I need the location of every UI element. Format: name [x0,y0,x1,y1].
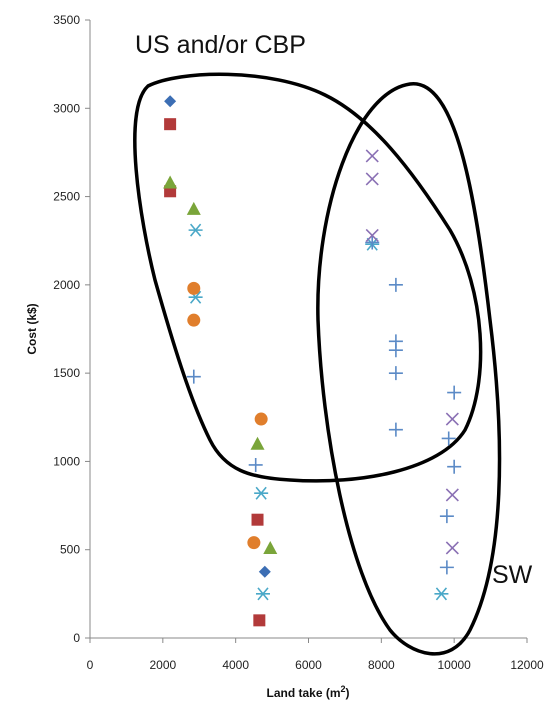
point-triangle [163,175,178,189]
point-asterisk [255,587,270,601]
y-tick-label: 1000 [53,454,80,468]
axes: 0 500 1000 1500 2000 2500 3000 3500 0 2000 4000 600… [53,13,544,672]
annotation-sw: SW [492,561,533,589]
point-diamond [164,95,177,108]
point-plus [186,369,201,384]
point-square [253,614,266,627]
y-tick-label: 500 [60,543,80,557]
y-tick-label: 3500 [53,13,80,27]
point-square [251,513,264,526]
point-cross [445,541,459,555]
y-tick-label: 2000 [53,278,80,292]
x-tick-label: 0 [87,658,94,672]
point-circle [254,412,268,426]
x-tick-label: 10000 [437,658,471,672]
point-circle [187,313,201,327]
point-plus [388,343,403,358]
point-asterisk [434,587,449,601]
point-cross [365,149,379,163]
data-points [163,95,462,627]
point-cross [445,488,459,502]
x-tick-label: 6000 [295,658,322,672]
y-tick-label: 3000 [53,101,80,115]
x-axis-title: Land take (m2) [266,684,349,700]
point-plus [388,422,403,437]
point-plus [248,457,263,472]
point-plus [447,385,462,400]
cluster-outlines [133,72,502,656]
point-diamond [258,565,271,578]
y-tick-label: 0 [73,631,80,645]
point-circle [187,281,201,295]
annotation-us-cbp: US and/or CBP [135,31,306,59]
point-asterisk [188,223,203,237]
point-triangle [250,436,265,450]
point-plus [388,277,403,292]
point-plus [439,560,454,575]
y-tick-label: 2500 [53,190,80,204]
x-tick-label: 4000 [222,658,249,672]
point-plus [365,235,380,250]
point-triangle [186,201,201,215]
cluster-outline-sw [316,82,502,656]
point-plus [441,431,456,446]
x-tick-label: 8000 [368,658,395,672]
point-circle [247,536,261,550]
point-cross [365,172,379,186]
point-cross [445,412,459,426]
point-plus [388,366,403,381]
y-tick-label: 1500 [53,366,80,380]
point-plus [447,459,462,474]
x-tick-label: 2000 [149,658,176,672]
y-axis-title: Cost (k$) [25,303,39,354]
point-cross [365,228,379,242]
axis-labels: US and/or CBP SW Land take (m2) Cost (k$) [25,31,533,700]
cluster-outline-us-cbp [133,72,483,483]
point-asterisk [254,486,269,500]
x-tick-label: 12000 [510,658,544,672]
point-plus [439,509,454,524]
point-square [164,118,177,131]
point-triangle [263,540,278,554]
